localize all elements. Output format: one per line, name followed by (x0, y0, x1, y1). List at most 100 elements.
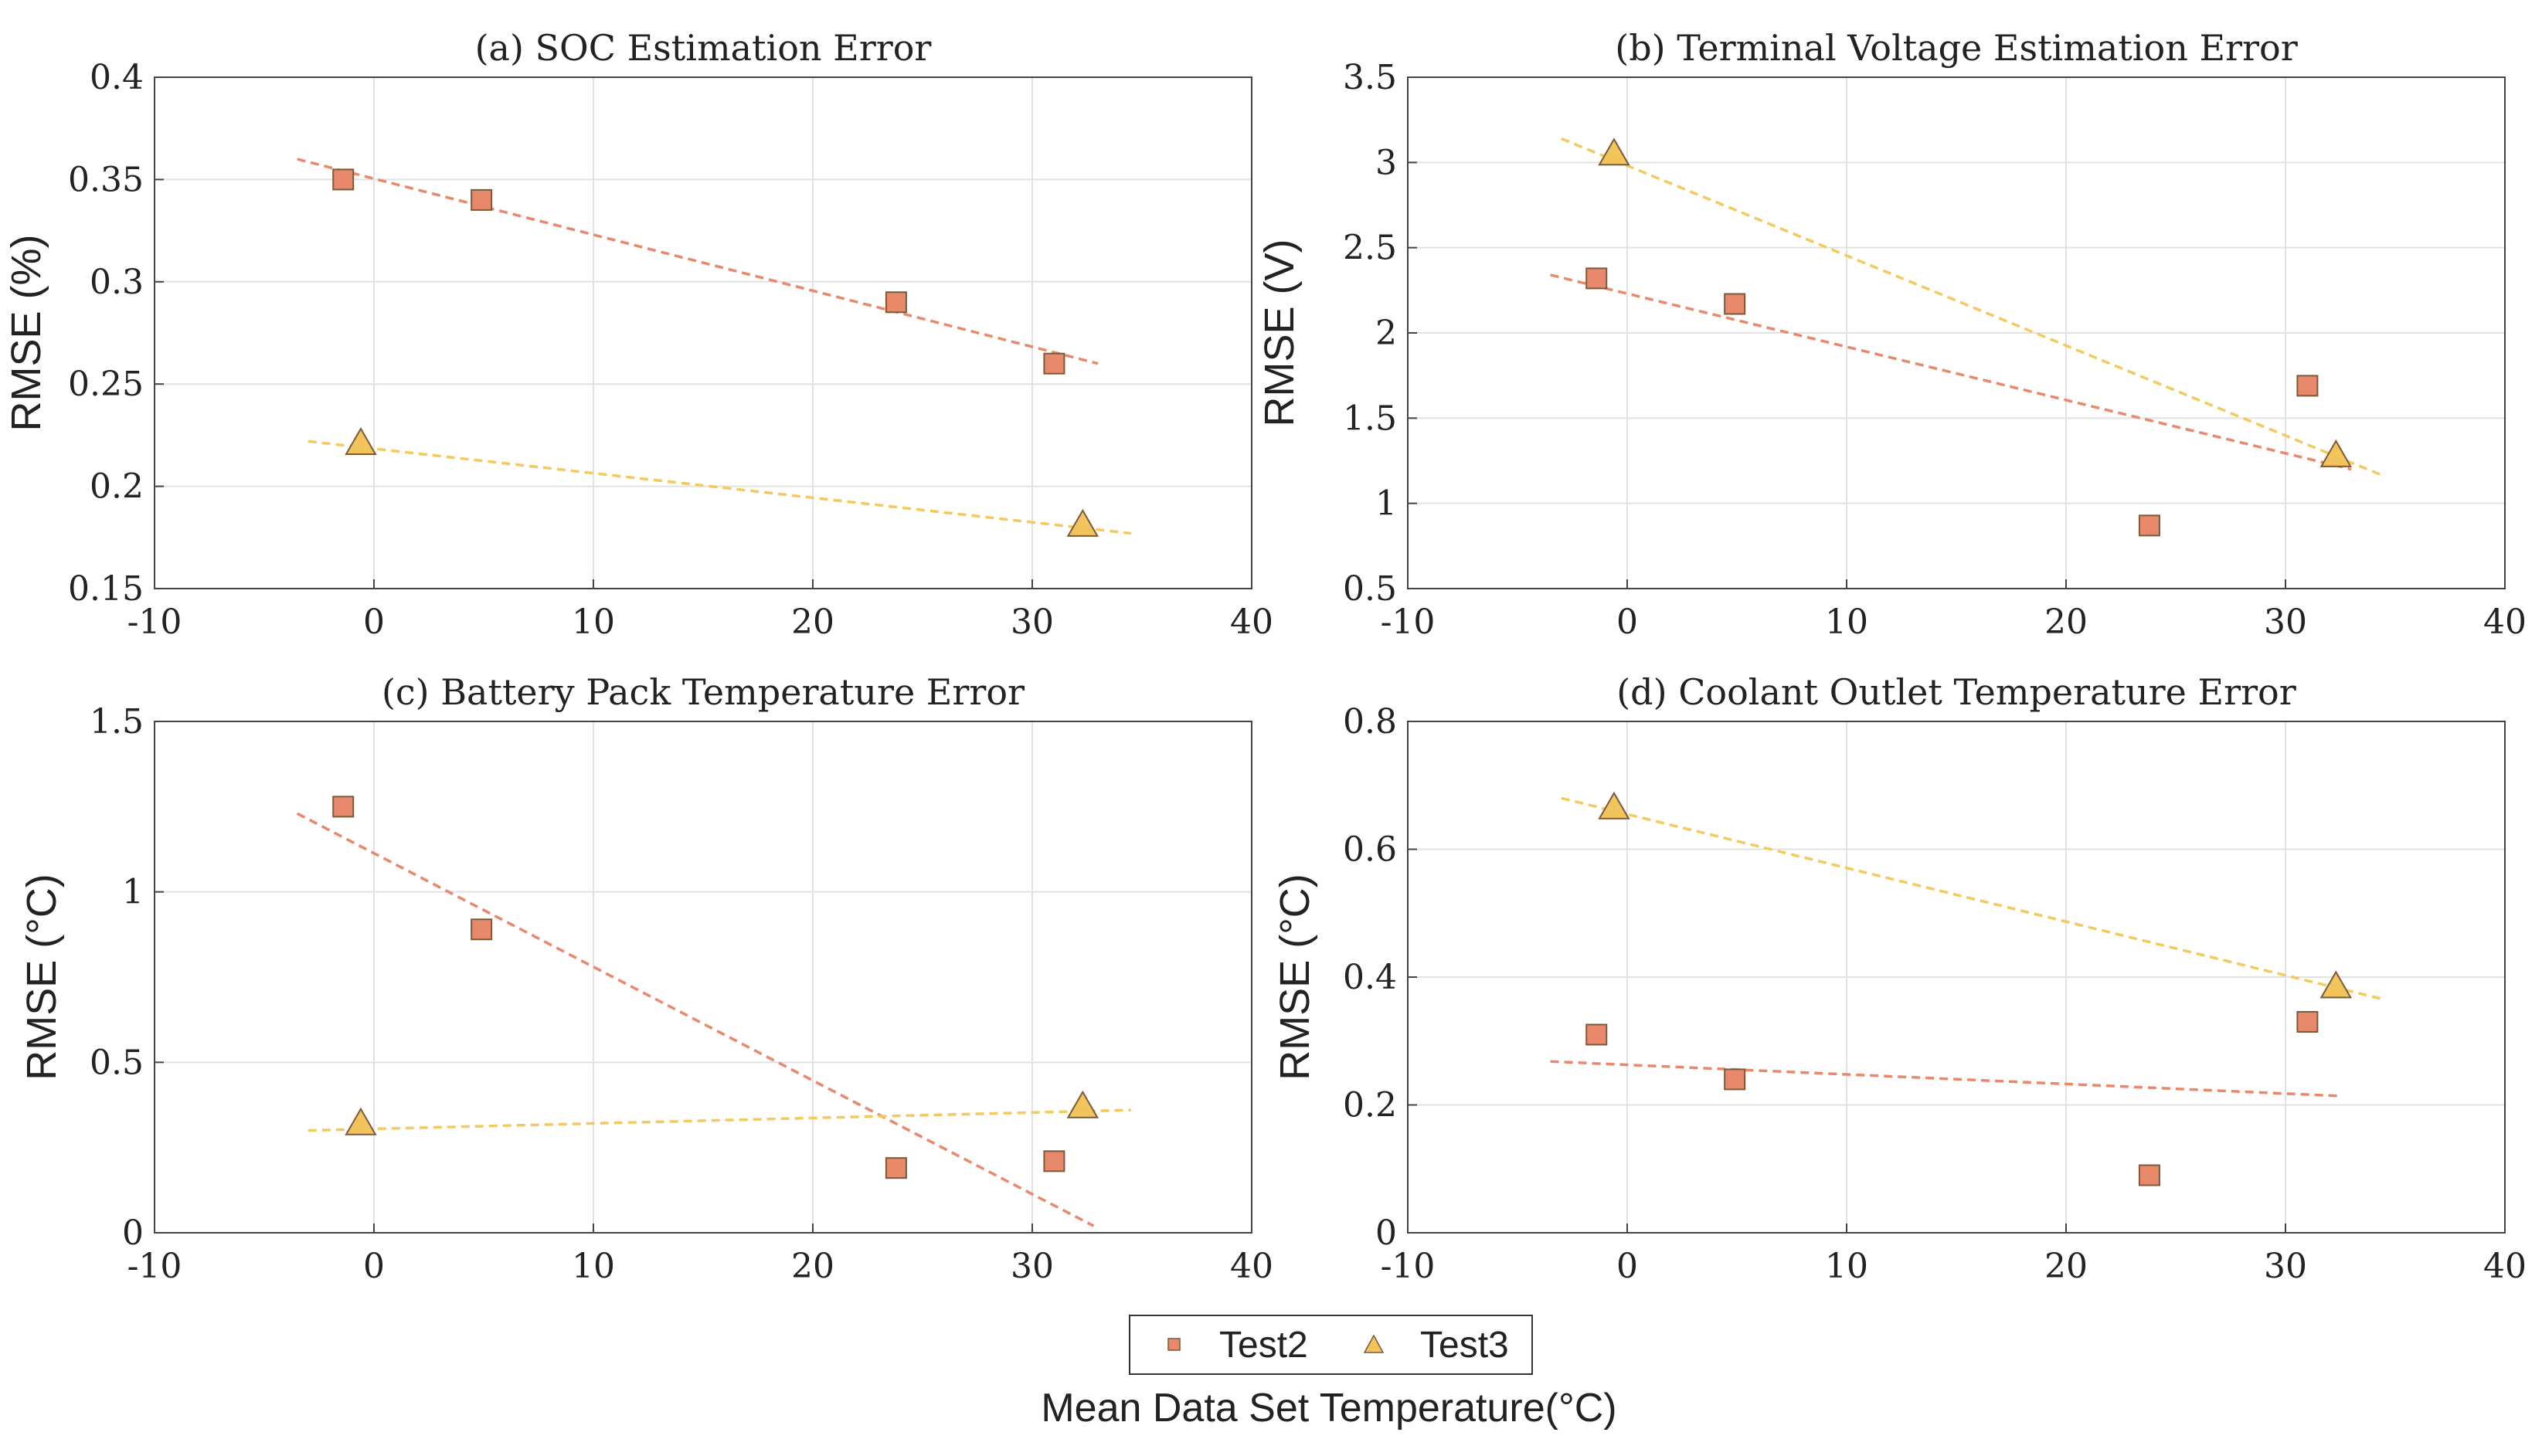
y-tick-label: 0.35 (68, 160, 144, 199)
test2-data-point (1585, 267, 1608, 290)
x-tick-label: 20 (791, 1247, 834, 1286)
x-tick-label: -10 (1381, 1247, 1436, 1286)
test2-data-point (1043, 1150, 1065, 1173)
test2-data-point (1043, 352, 1065, 375)
y-axis-label: RMSE (%) (3, 235, 49, 432)
test3-data-point (2319, 970, 2353, 999)
test2-data-point (471, 918, 493, 941)
legend-test3-triangle-icon (1363, 1334, 1385, 1353)
y-tick-label: 0.5 (1343, 569, 1397, 609)
x-tick-label: 0 (363, 1247, 385, 1286)
test2-data-point (1724, 293, 1746, 315)
x-tick-label: 30 (1011, 1247, 1054, 1286)
test3-data-point (1066, 508, 1099, 537)
x-tick-label: -10 (1381, 602, 1436, 642)
legend-test3-label: Test3 (1420, 1325, 1509, 1366)
legend-test2-square-icon (1167, 1338, 1181, 1351)
test3-data-point (1066, 1090, 1099, 1118)
y-axis-label: RMSE (°C) (1272, 874, 1318, 1081)
y-axis-label: RMSE (°C) (19, 874, 65, 1081)
subplot-2: -10 0 10 20 30 40 0.5 1 1.5 2 2.5 3 3.5 (b) Terminal … (1256, 27, 2527, 642)
x-tick-label: 40 (2483, 602, 2527, 642)
subplot-title: (b) Terminal Voltage Estimation Error (1615, 27, 2297, 69)
shared-x-axis-label: Mean Data Set Temperature(°C) (1041, 1386, 1616, 1431)
subplot-title: (d) Coolant Outlet Temperature Error (1616, 671, 2296, 713)
test3-data-point (345, 1107, 377, 1135)
subplot-1: -10 0 10 20 30 40 0.15 0.2 0.25 0.3 0.35 0.4 (a) SOC… (3, 27, 1273, 642)
test3-data-point (1598, 137, 1630, 166)
plot-area (155, 721, 1252, 1233)
test2-data-point (332, 796, 355, 818)
test2-data-point (471, 188, 493, 211)
x-tick-label: -10 (127, 602, 182, 642)
y-tick-label: 0.2 (1343, 1086, 1397, 1125)
y-tick-label: 0.4 (1343, 958, 1397, 997)
y-tick-label: 0.4 (90, 58, 144, 97)
data-layer (1550, 137, 2385, 537)
subplot-title: (a) SOC Estimation Error (475, 27, 932, 69)
y-tick-label: 0.8 (1343, 702, 1397, 742)
test2-data-point (1724, 1068, 1746, 1091)
test2-trend-line (1550, 1060, 2341, 1098)
x-tick-label: 10 (572, 602, 615, 642)
test2-data-point (2138, 1164, 2160, 1186)
y-tick-label: 0.3 (90, 263, 144, 302)
test2-data-point (2296, 375, 2319, 397)
x-tick-label: 40 (1230, 602, 1273, 642)
x-tick-label: 10 (572, 1247, 615, 1286)
y-tick-label: 0 (1375, 1213, 1397, 1253)
x-tick-label: 30 (2264, 1247, 2307, 1286)
y-axis-label: RMSE (V) (1256, 239, 1303, 427)
axes-frame (154, 721, 1252, 1234)
subplot-grid: -10 0 10 20 30 400.150.20.250.30.350.4(a) SOC… (3, 27, 2527, 1286)
legend-box (1129, 1315, 1533, 1375)
test3-data-point (345, 426, 377, 455)
y-tick-label: 2 (1375, 314, 1397, 353)
test3-trend-line (1561, 796, 2385, 1001)
x-tick-label: 0 (363, 602, 385, 642)
test2-trend-line (1550, 273, 2352, 471)
data-layer (1550, 791, 2385, 1186)
test2-trend-line (296, 812, 1095, 1227)
y-tick-label: 0.2 (90, 467, 144, 507)
test3-data-point (2319, 439, 2353, 467)
y-tick-label: 1 (1375, 484, 1397, 524)
test3-trend-line (1561, 137, 2385, 477)
y-tick-label: 0.15 (68, 569, 144, 609)
axes-frame (154, 76, 1252, 589)
test3-data-point (1598, 791, 1630, 820)
test3-trend-line (308, 1108, 1131, 1132)
x-tick-label: 0 (1616, 1247, 1638, 1286)
subplot-title: (c) Battery Pack Temperature Error (382, 671, 1025, 713)
y-tick-label: 0.6 (1343, 830, 1397, 870)
test2-data-point (885, 1157, 907, 1179)
y-tick-label: 1.5 (1343, 399, 1397, 438)
y-tick-label: 0 (122, 1213, 144, 1253)
y-tick-label: 1 (122, 873, 144, 912)
x-tick-label: 20 (791, 602, 834, 642)
test2-data-point (885, 291, 907, 314)
y-tick-label: 0.5 (90, 1043, 144, 1082)
test2-data-point (332, 168, 355, 191)
x-tick-label: 20 (2044, 1247, 2088, 1286)
x-tick-label: -10 (127, 1247, 182, 1286)
y-tick-label: 3 (1375, 143, 1397, 182)
x-tick-label: 20 (2044, 602, 2088, 642)
y-tick-label: 2.5 (1343, 229, 1397, 268)
plot-area (155, 77, 1252, 589)
x-tick-label: 0 (1616, 602, 1638, 642)
x-tick-label: 40 (1230, 1247, 1273, 1286)
test2-data-point (1585, 1023, 1608, 1046)
y-tick-label: 1.5 (90, 702, 144, 742)
test2-data-point (2138, 514, 2160, 537)
legend-test2-label: Test2 (1219, 1325, 1308, 1366)
legend: Test2 Test3 (1129, 1315, 1533, 1375)
x-tick-label: 30 (1011, 602, 1054, 642)
test2-data-point (2296, 1010, 2319, 1033)
y-tick-label: 0.25 (68, 365, 144, 404)
x-tick-label: 10 (1825, 602, 1868, 642)
x-tick-label: 30 (2264, 602, 2307, 642)
data-layer (297, 158, 1131, 537)
